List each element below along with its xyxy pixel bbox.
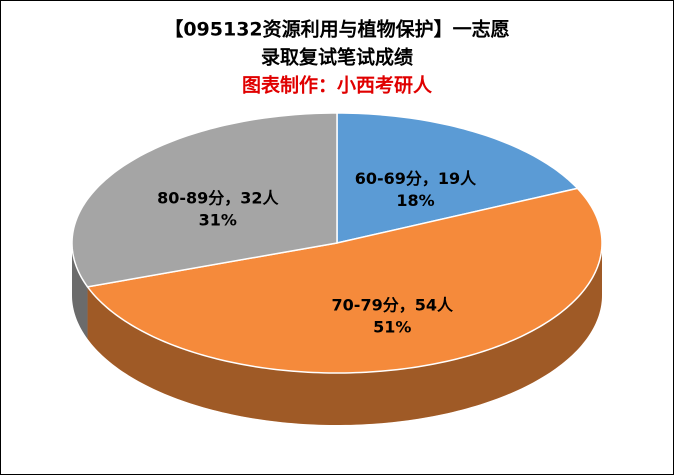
data-label: 80-89分，32人 xyxy=(157,188,279,207)
chart-title: 【095132资源利用与植物保护】一志愿 xyxy=(164,18,509,41)
data-label: 70-79分，54人 xyxy=(332,296,454,315)
slice xyxy=(71,112,338,288)
percent-label: 51% xyxy=(373,318,411,337)
slice xyxy=(86,187,603,374)
slice-side xyxy=(87,243,602,425)
slice-side-shade xyxy=(87,243,602,425)
percent-label: 31% xyxy=(199,210,237,229)
chart-credit: 图表制作：小西考研人 xyxy=(242,74,433,97)
percent-label: 18% xyxy=(396,191,434,210)
data-label: 60-69分，19人 xyxy=(355,169,477,188)
chart-subtitle: 录取复试笔试成绩 xyxy=(261,46,413,69)
slice xyxy=(336,112,579,244)
